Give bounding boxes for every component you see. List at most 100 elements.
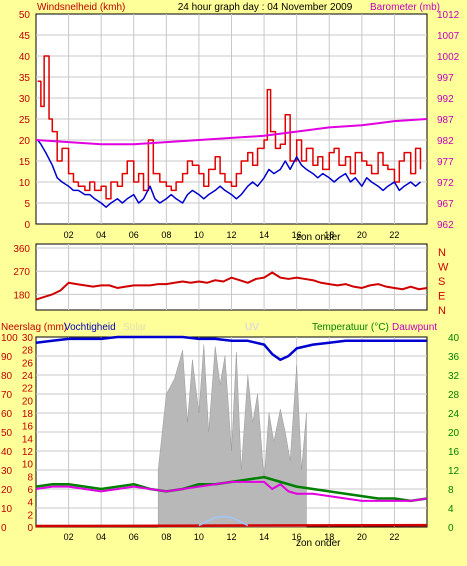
- barometer-y-tick-label: 1007: [437, 31, 460, 42]
- wind-ticks: 0 5 10 15 20 25 30 35 40 45 50 962 967 972 977 982 987 99…: [19, 10, 460, 240]
- barometer-y-tick-label: 982: [437, 136, 454, 147]
- humidity-y-tick-label: 80: [1, 371, 13, 382]
- x-tick-label: 16: [292, 532, 302, 542]
- dewpoint-axis-title: Dauwpunt: [392, 322, 437, 333]
- compass-label: S: [438, 276, 445, 288]
- humidity-y-tick-label: 70: [1, 390, 13, 401]
- direction-grid: [36, 244, 427, 310]
- humidity-y-tick-label: 0: [1, 523, 7, 534]
- wind-y-tick-label: 50: [19, 10, 31, 21]
- wind-y-tick-label: 30: [19, 94, 31, 105]
- rain-axis-title: Neerslag (mm): [1, 322, 67, 333]
- x-tick-label: 06: [129, 230, 139, 240]
- x-tick-label: 04: [96, 532, 106, 542]
- barometer-y-tick-label: 967: [437, 199, 454, 210]
- barometer-y-tick-label: 997: [437, 73, 454, 84]
- barometer-axis-title: Barometer (mb): [370, 2, 440, 13]
- rain-y-tick-label: 4: [27, 498, 33, 509]
- rain-y-tick-label: 8: [27, 472, 33, 483]
- x-tick-label: 14: [259, 230, 269, 240]
- x-tick-label: 20: [357, 532, 367, 542]
- compass-label: N: [438, 247, 446, 259]
- barometer-y-tick-label: 962: [437, 220, 454, 231]
- compass-label: W: [438, 262, 449, 274]
- humidity-y-tick-label: 30: [1, 466, 13, 477]
- temperature-axis-title: Temperatuur (°C): [312, 322, 389, 333]
- wind-y-tick-label: 0: [24, 220, 30, 231]
- temperature-y-tick-label: 28: [448, 390, 460, 401]
- wind-y-tick-label: 15: [19, 157, 31, 168]
- dewpoint-line: [35, 480, 428, 502]
- barometer-y-tick-label: 987: [437, 115, 454, 126]
- barometer-line: [35, 118, 428, 146]
- barometer-y-tick-label: 972: [437, 178, 454, 189]
- wind-y-tick-label: 35: [19, 73, 31, 84]
- solar-area: [157, 344, 307, 528]
- wind-direction-line: [35, 271, 428, 301]
- x-tick-label: 18: [324, 230, 334, 240]
- x-tick-label: 06: [129, 532, 139, 542]
- temperature-y-tick-label: 36: [448, 352, 460, 363]
- wind-sunset-note: zon onder: [296, 232, 341, 243]
- x-tick-label: 08: [161, 230, 171, 240]
- x-tick-label: 22: [389, 230, 399, 240]
- temperature-y-tick-label: 16: [448, 447, 460, 458]
- humidity-y-tick-label: 50: [1, 428, 13, 439]
- x-tick-label: 02: [64, 532, 74, 542]
- humidity-y-tick-label: 20: [1, 485, 13, 496]
- humidity-y-tick-label: 100: [1, 333, 18, 344]
- wind-y-tick-label: 5: [24, 199, 30, 210]
- temperature-y-tick-label: 20: [448, 428, 460, 439]
- wind-series: [35, 55, 428, 208]
- compass-label: E: [438, 291, 445, 303]
- humidity-y-tick-label: 90: [1, 352, 13, 363]
- x-tick-label: 22: [389, 532, 399, 542]
- rain-y-tick-label: 10: [22, 460, 34, 471]
- x-tick-label: 12: [226, 532, 236, 542]
- x-tick-label: 12: [226, 230, 236, 240]
- temperature-y-tick-label: 40: [448, 333, 460, 344]
- barometer-y-tick-label: 1012: [437, 10, 460, 21]
- wind-y-tick-label: 25: [19, 115, 31, 126]
- temperature-y-tick-label: 24: [448, 409, 460, 420]
- rain-y-tick-label: 12: [22, 447, 34, 458]
- humidity-axis-title: Vochtigheid: [64, 322, 116, 333]
- rain-y-tick-label: 14: [22, 434, 34, 445]
- climate-ticks: 0481216202428323640010203040506070809010…: [1, 333, 460, 542]
- rain-line: [35, 523, 428, 528]
- uv-axis-title: UV: [245, 322, 259, 333]
- rain-y-tick-label: 6: [27, 485, 33, 496]
- rain-y-tick-label: 26: [22, 358, 34, 369]
- compass-label: N: [438, 305, 446, 317]
- humidity-y-tick-label: 40: [1, 447, 13, 458]
- rain-y-tick-label: 30: [22, 333, 34, 344]
- barometer-y-tick-label: 1002: [437, 52, 460, 63]
- wind-gust-line: [37, 55, 422, 200]
- rain-y-tick-label: 24: [22, 371, 34, 382]
- x-tick-label: 02: [64, 230, 74, 240]
- temperature-y-tick-label: 32: [448, 371, 460, 382]
- temperature-y-tick-label: 0: [448, 523, 454, 534]
- direction-y-tick-label: 360: [13, 244, 30, 255]
- climate-series: [35, 335, 428, 528]
- direction-series: [35, 271, 428, 301]
- x-tick-label: 14: [259, 532, 269, 542]
- climate-sunset-note: zon onder: [296, 538, 341, 549]
- x-tick-label: 08: [161, 532, 171, 542]
- x-tick-label: 20: [357, 230, 367, 240]
- rain-y-tick-label: 18: [22, 409, 34, 420]
- rain-y-tick-label: 2: [27, 510, 33, 521]
- barometer-y-tick-label: 992: [437, 94, 454, 105]
- wind-grid: [36, 14, 427, 224]
- wind-axis-title: Windsnelheid (kmh): [37, 2, 125, 13]
- rain-y-tick-label: 28: [22, 346, 34, 357]
- humidity-y-tick-label: 60: [1, 409, 13, 420]
- x-tick-label: 18: [324, 532, 334, 542]
- x-tick-label: 10: [194, 230, 204, 240]
- x-tick-label: 16: [292, 230, 302, 240]
- wind-y-tick-label: 10: [19, 178, 31, 189]
- temperature-y-tick-label: 8: [448, 485, 454, 496]
- rain-y-tick-label: 16: [22, 422, 34, 433]
